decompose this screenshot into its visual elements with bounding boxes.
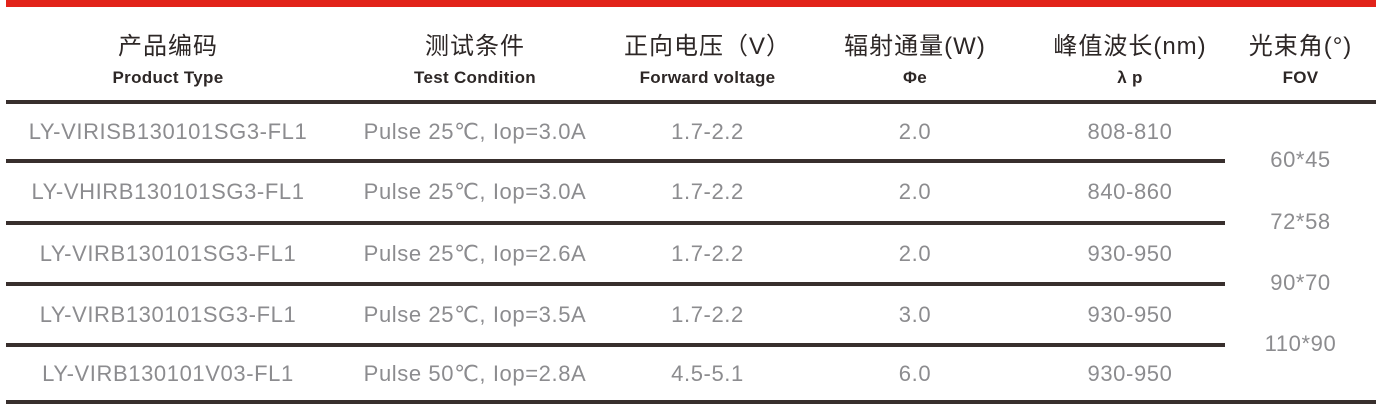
fov-value: 60*45: [1270, 147, 1331, 172]
table-rows: LY-VIRISB130101SG3-FL1 Pulse 25℃, Iop=3.…: [6, 104, 1225, 400]
fov-value: 110*90: [1264, 331, 1337, 356]
header-zh-peak-wavelength: 峰值波长(nm): [1053, 32, 1207, 60]
header-separator-rule: [6, 100, 1376, 104]
header-en-forward-voltage: Forward voltage: [639, 67, 776, 87]
top-accent-rule: [6, 0, 1376, 7]
radiant-flux-cell: 2.0: [898, 179, 932, 204]
header-en-fov: FOV: [1282, 67, 1319, 87]
radiant-flux-cell: 3.0: [898, 301, 932, 327]
test-condition-cell: Pulse 25℃, Iop=3.5A: [363, 301, 587, 327]
header-cell-forward-voltage: 正向电压（V） Forward voltage: [620, 20, 795, 88]
peak-wavelength-cell: 930-950: [1087, 360, 1173, 386]
table-row: LY-VIRB130101V03-FL1 Pulse 50℃, Iop=2.8A…: [6, 347, 1225, 400]
table-row: LY-VIRISB130101SG3-FL1 Pulse 25℃, Iop=3.…: [6, 104, 1225, 163]
forward-voltage-cell: 1.7-2.2: [671, 179, 744, 204]
radiant-flux-cell: 6.0: [898, 360, 932, 386]
fov-value: 90*70: [1270, 270, 1331, 295]
fov-value: 72*58: [1270, 209, 1331, 234]
header-cell-peak-wavelength: 峰值波长(nm) λ p: [1035, 20, 1225, 88]
header-zh-fov: 光束角(°): [1248, 32, 1353, 60]
table-row: LY-VIRB130101SG3-FL1 Pulse 25℃, Iop=2.6A…: [6, 225, 1225, 286]
peak-wavelength-cell: 930-950: [1087, 240, 1173, 266]
forward-voltage-cell: 4.5-5.1: [671, 360, 744, 386]
header-en-product-type: Product Type: [112, 67, 224, 87]
test-condition-cell: Pulse 25℃, Iop=2.6A: [363, 240, 587, 266]
bottom-border-rule: [6, 400, 1376, 404]
product-type-cell: LY-VHIRB130101SG3-FL1: [31, 179, 305, 204]
test-condition-cell: Pulse 25℃, Iop=3.0A: [363, 179, 587, 204]
header-zh-product-type: 产品编码: [118, 32, 218, 60]
header-cell-test-condition: 测试条件 Test Condition: [330, 20, 620, 88]
header-zh-test-condition: 测试条件: [425, 32, 525, 60]
forward-voltage-cell: 1.7-2.2: [671, 301, 744, 327]
header-zh-radiant-flux: 辐射通量(W): [844, 32, 986, 60]
product-type-cell: LY-VIRB130101V03-FL1: [42, 360, 294, 386]
radiant-flux-cell: 2.0: [898, 240, 932, 266]
header-zh-forward-voltage: 正向电压（V）: [623, 32, 791, 60]
forward-voltage-cell: 1.7-2.2: [671, 118, 744, 144]
header-cell-product-type: 产品编码 Product Type: [6, 20, 330, 88]
product-type-cell: LY-VIRB130101SG3-FL1: [39, 301, 297, 327]
peak-wavelength-cell: 808-810: [1087, 118, 1173, 144]
header-cell-radiant-flux: 辐射通量(W) Φe: [795, 20, 1035, 88]
table-row: LY-VIRB130101SG3-FL1 Pulse 25℃, Iop=3.5A…: [6, 286, 1225, 347]
header-en-test-condition: Test Condition: [414, 67, 536, 87]
test-condition-cell: Pulse 50℃, Iop=2.8A: [363, 360, 587, 386]
table-header-row: 产品编码 Product Type 测试条件 Test Condition 正向…: [6, 7, 1376, 100]
peak-wavelength-cell: 840-860: [1087, 179, 1173, 204]
table-body: LY-VIRISB130101SG3-FL1 Pulse 25℃, Iop=3.…: [6, 104, 1376, 404]
product-type-cell: LY-VIRB130101SG3-FL1: [39, 240, 297, 266]
fov-column: 60*45 72*58 90*70 110*90: [1225, 104, 1376, 400]
radiant-flux-cell: 2.0: [898, 118, 932, 144]
header-en-peak-wavelength: λ p: [1117, 67, 1143, 87]
header-en-radiant-flux: Φe: [902, 67, 927, 87]
test-condition-cell: Pulse 25℃, Iop=3.0A: [363, 118, 587, 144]
peak-wavelength-cell: 930-950: [1087, 301, 1173, 327]
header-cell-fov: 光束角(°) FOV: [1225, 20, 1376, 88]
product-type-cell: LY-VIRISB130101SG3-FL1: [28, 118, 308, 144]
forward-voltage-cell: 1.7-2.2: [671, 240, 744, 266]
table-row: LY-VHIRB130101SG3-FL1 Pulse 25℃, Iop=3.0…: [6, 163, 1225, 225]
